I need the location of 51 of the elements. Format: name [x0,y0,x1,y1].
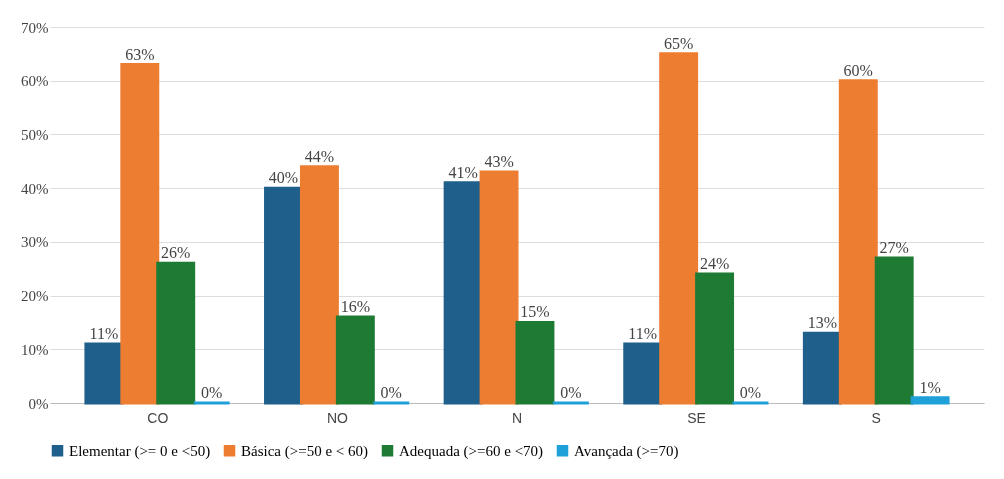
bar [874,256,914,405]
data-label: 16% [340,298,371,316]
legend-label: Básica (>=50 e < 60) [241,442,369,460]
data-label: 41% [448,163,478,181]
data-label: 0% [739,384,762,401]
data-label: 44% [304,147,335,165]
bar [264,186,303,405]
x-tick-label: SE [687,409,706,426]
bar [659,52,699,405]
y-tick-label: 40% [21,180,49,197]
data-label: 27% [879,238,909,256]
data-label: 43% [484,153,514,171]
x-tick-label: S [871,409,881,426]
y-tick-label: 10% [21,341,49,358]
legend-label: Elementar (>= 0 e <50) [69,442,211,460]
bar [838,79,878,405]
data-label: 24% [699,255,730,273]
data-label: 11% [628,324,658,342]
y-tick-label: 70% [21,19,49,36]
bar [479,170,519,405]
data-label: 63% [125,45,155,63]
data-label: 65% [663,34,694,52]
data-label: 0% [560,384,582,401]
bar [299,165,339,405]
bar [695,272,735,405]
y-tick-label: 50% [21,126,49,143]
data-label: 40% [268,169,299,187]
bar [802,331,842,405]
bar [156,261,196,405]
y-tick-label: 20% [21,288,49,305]
data-label: 0% [200,384,223,401]
data-label: 11% [89,324,119,342]
bar [120,63,160,405]
bar [910,396,950,405]
data-label: 15% [520,303,550,321]
legend-label: Avançada (>=70) [574,442,679,460]
y-tick-label: 0% [28,395,49,412]
data-label: 0% [380,384,402,401]
legend-label: Adequada (>=60 e <70) [399,442,544,460]
data-label: 1% [919,378,941,396]
bar [515,320,555,405]
y-tick-label: 60% [21,73,49,90]
x-tick-label: CO [147,409,169,426]
data-label: 60% [843,61,873,79]
data-label: 26% [161,244,191,262]
data-label: 13% [807,314,838,332]
x-tick-label: NO [326,409,348,426]
y-tick-label: 30% [21,234,49,251]
x-tick-label: N [511,409,523,426]
bar [443,181,483,405]
bar [335,315,375,405]
